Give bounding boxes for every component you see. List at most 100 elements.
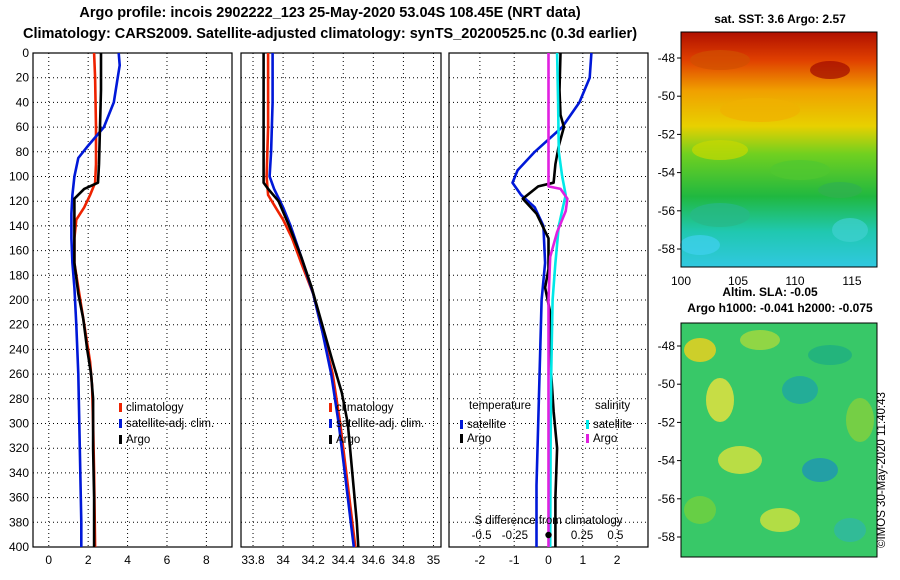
sla-map-frame: [680, 322, 878, 558]
sla-map-patch: [684, 496, 716, 524]
legend-label: climatology: [126, 402, 184, 414]
chart-title-line1: Argo profile: incois 2902222_123 25-May-…: [79, 5, 581, 21]
sla-map-title-line2: Argo h1000: -0.041 h2000: -0.075: [687, 301, 873, 315]
sla-y-label: -52: [658, 415, 676, 429]
y-tick-label: 400: [9, 540, 29, 554]
imos-timestamp: ©IMOS 30-May-2020 11:40:43: [876, 392, 888, 548]
sla-map-patch: [740, 330, 780, 350]
sst-map-patch: [720, 98, 800, 122]
x-tick-label: 34.6: [362, 553, 386, 567]
y-tick-label: 280: [9, 392, 29, 406]
series-line: [73, 53, 103, 547]
y-tick-label: 320: [9, 441, 29, 455]
sst-map-patch: [818, 182, 862, 198]
y-tick-label: 180: [9, 268, 29, 282]
x-tick-label: 0: [45, 553, 52, 567]
sst-y-label: -54: [658, 166, 676, 180]
x-tick-label: 1: [579, 553, 586, 567]
legend-header: salinity: [595, 400, 630, 412]
sst-x-label: 110: [785, 274, 804, 288]
y-tick-label: 20: [16, 71, 30, 85]
x-tick-label: 0: [545, 553, 552, 567]
legend-label: satellite-adj. clim.: [126, 418, 214, 430]
x-tick-label: 34: [276, 553, 290, 567]
series-line: [265, 53, 357, 548]
sla-map-patch: [760, 508, 800, 532]
y-tick-label: 200: [9, 293, 29, 307]
y-tick-label: 120: [9, 194, 29, 208]
sla-map-patch: [782, 376, 818, 404]
depth-axis: 0 20 40 60 80 100 120 140 160 180 200 220 240 260 280 3…: [9, 46, 29, 554]
y-tick-label: 240: [9, 342, 29, 356]
y-tick-label: 80: [16, 145, 30, 159]
panel-frame: [32, 52, 233, 548]
sst-map-patch: [692, 140, 748, 160]
legend-swatch: [329, 435, 332, 444]
secondary-axis-tick: 0.25: [571, 530, 593, 542]
sla-map-patch: [706, 378, 734, 422]
x-tick-label: 6: [164, 553, 171, 567]
sst-x-label: 105: [728, 274, 748, 288]
y-tick-label: 380: [9, 515, 29, 529]
panel-difference-from-climatology: -2 -1 0 1 2 temperature salinity satellite Argo s…: [448, 52, 649, 567]
sla-map-patch: [846, 398, 874, 442]
sla-map-patch: [802, 458, 838, 482]
legend-swatch: [586, 434, 589, 443]
x-tick-label: 8: [203, 553, 210, 567]
legend-label: Argo: [467, 433, 491, 445]
series-line: [548, 52, 568, 548]
legend-label: satellite-adj. clim.: [336, 418, 424, 430]
sst-map-patch: [690, 50, 750, 70]
y-tick-label: 220: [9, 318, 29, 332]
legend-swatch: [329, 419, 332, 428]
sst-y-label: -58: [658, 242, 676, 256]
y-tick-label: 140: [9, 219, 29, 233]
x-tick-label: 34.4: [332, 553, 356, 567]
secondary-axis-tick: -0.5: [472, 530, 492, 542]
secondary-axis-title: S difference from climatology: [474, 515, 622, 527]
legend-swatch: [119, 403, 122, 412]
sla-y-label: -58: [658, 530, 676, 544]
sla-map-patch: [834, 518, 866, 542]
series-line: [547, 53, 569, 547]
sla-map-patch: [808, 345, 852, 365]
panel-temperature-profile: 0 2 4 6 8 climatology satellite-adj. clim. Argo: [32, 52, 233, 567]
sla-y-label: -50: [658, 377, 676, 391]
x-tick-label: 2: [85, 553, 92, 567]
sst-map-title: sat. SST: 3.6 Argo: 2.57: [714, 12, 846, 26]
secondary-axis-tick: 0.5: [607, 530, 623, 542]
sla-map-patch: [718, 446, 762, 474]
sla-map-patch: [684, 338, 716, 362]
sla-y-label: -48: [658, 339, 676, 353]
sla-map-title-line1: Altim. SLA: -0.05: [722, 285, 818, 299]
x-tick-label: 4: [124, 553, 131, 567]
x-tick-label: 34.8: [392, 553, 416, 567]
secondary-axis-zero-marker: [545, 531, 552, 539]
legend-header: temperature: [469, 400, 531, 412]
sst-map-frame: [680, 31, 878, 268]
sla-y-label: -56: [658, 492, 676, 506]
legend-swatch: [119, 435, 122, 444]
secondary-axis-tick: -0.25: [502, 530, 528, 542]
legend-label: Argo: [126, 434, 150, 446]
sst-map-patch: [690, 203, 750, 227]
legend-label: climatology: [336, 402, 394, 414]
legend-swatch: [329, 403, 332, 412]
series-line: [70, 52, 121, 547]
sst-x-label: 115: [842, 274, 861, 288]
sst-y-label: -50: [658, 89, 676, 103]
legend-label: satellite: [593, 419, 632, 431]
legend-swatch: [460, 420, 463, 429]
sst-map-patch: [680, 235, 720, 255]
x-tick-label: 33.8: [241, 553, 265, 567]
panel-frame: [240, 52, 442, 548]
y-tick-label: 0: [22, 46, 29, 60]
legend-swatch: [460, 434, 463, 443]
legend-label: Argo: [336, 434, 360, 446]
series-line: [262, 53, 360, 548]
x-tick-label: -2: [475, 553, 486, 567]
sst-map-patch: [810, 61, 850, 79]
sla-y-label: -54: [658, 454, 676, 468]
x-tick-label: -1: [509, 553, 520, 567]
